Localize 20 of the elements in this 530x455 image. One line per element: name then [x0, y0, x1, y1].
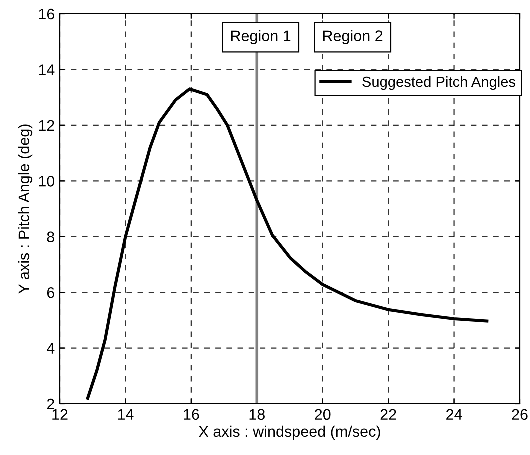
x-tick-label: 24: [446, 409, 462, 420]
y-tick-label: 2: [47, 398, 54, 410]
x-tick-label: 20: [315, 409, 331, 420]
y-tick-label: 16: [39, 8, 54, 20]
y-tick-label: 12: [39, 120, 54, 131]
x-axis-title: X axis : windspeed (m/sec): [199, 426, 380, 440]
y-axis-title: Y axis : Pitch Angle (deg): [18, 124, 33, 294]
y-tick-label: 4: [46, 343, 55, 354]
y-tick-label: 6: [47, 287, 54, 298]
legend-label: Suggested Pitch Angles: [362, 76, 516, 90]
annotation: Region 2: [323, 30, 383, 45]
annotation: Region 1: [231, 30, 291, 45]
y-tick-label: 8: [47, 232, 54, 243]
x-tick-label: 16: [184, 409, 200, 420]
y-tick-label: 14: [39, 64, 55, 76]
x-tick-label: 18: [250, 409, 265, 420]
y-tick-label: 10: [39, 176, 55, 187]
x-tick-label: 22: [380, 409, 396, 420]
x-tick-label: 14: [118, 409, 134, 420]
x-tick-label: 26: [512, 409, 528, 420]
